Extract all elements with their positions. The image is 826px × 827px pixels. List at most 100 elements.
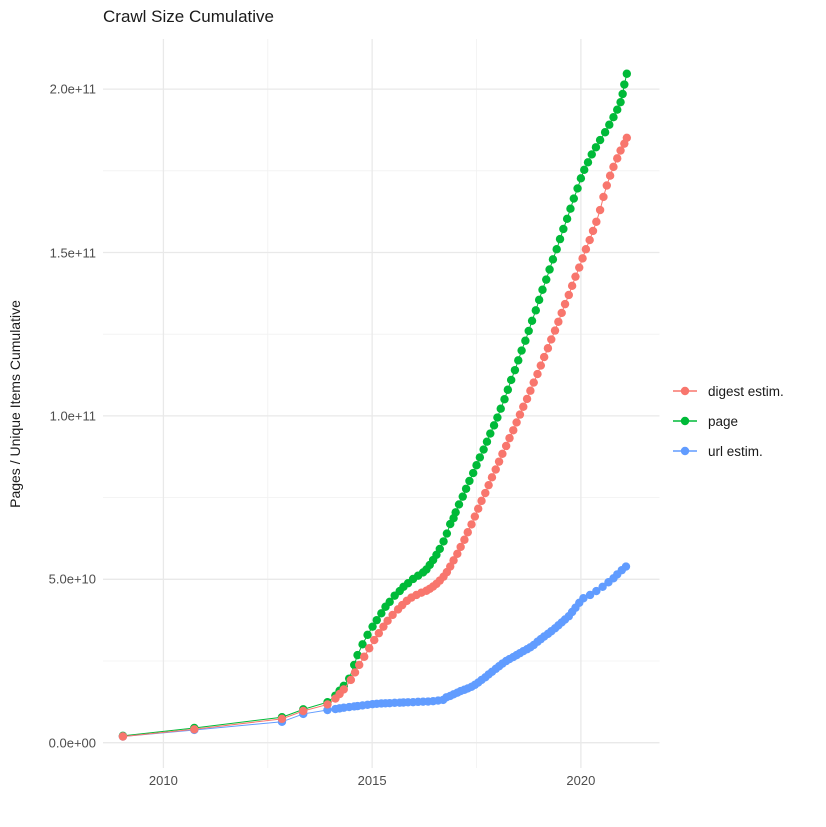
- data-point-digest-estim: [526, 386, 535, 395]
- data-point-digest-estim: [446, 562, 455, 571]
- data-point-page: [500, 395, 509, 404]
- data-point-page: [555, 234, 565, 244]
- data-point-digest-estim: [599, 192, 608, 202]
- data-point-page: [622, 69, 632, 78]
- data-point-page: [531, 306, 541, 315]
- data-point-digest-estim: [554, 317, 563, 326]
- legend: digest estim. page url estim.: [672, 376, 784, 466]
- data-point-page: [454, 500, 464, 509]
- data-point-page: [576, 174, 586, 183]
- data-point-digest-estim: [592, 217, 601, 226]
- data-point-url-estim: [585, 590, 595, 600]
- data-point-digest-estim: [449, 556, 458, 565]
- y-tick-label: 2.0e+11: [49, 81, 96, 97]
- series-line-digest-estim: [122, 137, 628, 737]
- data-point-digest-estim: [277, 714, 287, 724]
- data-point-page: [566, 204, 575, 213]
- data-point-page: [479, 445, 488, 454]
- data-point-digest-estim: [536, 361, 546, 370]
- data-point-digest-estim: [539, 352, 549, 362]
- data-point-page: [368, 622, 377, 631]
- data-point-page: [552, 245, 561, 254]
- data-point-digest-estim: [494, 457, 504, 466]
- data-point-digest-estim: [512, 418, 521, 427]
- data-point-page: [377, 609, 386, 618]
- data-point-digest-estim: [501, 441, 511, 451]
- data-point-digest-estim: [456, 542, 465, 552]
- data-point-digest-estim: [388, 610, 397, 620]
- data-point-digest-estim: [550, 326, 560, 335]
- data-point-digest-estim: [543, 344, 553, 353]
- data-point-page: [600, 128, 610, 137]
- legend-label-page: page: [708, 413, 739, 429]
- chart-title: Crawl Size Cumulative: [103, 7, 274, 26]
- data-point-page: [489, 421, 499, 430]
- data-point-page: [542, 275, 551, 284]
- data-point-page: [435, 544, 444, 554]
- legend-key-digest-estim-icon: [673, 386, 697, 396]
- data-point-digest-estim: [571, 272, 580, 281]
- data-point-page: [363, 630, 372, 640]
- data-point-page: [595, 135, 605, 145]
- data-point-digest-estim: [350, 668, 360, 677]
- x-tick-label: 2010: [148, 773, 178, 788]
- series-line-url-estim: [122, 566, 627, 737]
- data-point-page: [486, 429, 495, 438]
- data-point-page: [482, 437, 492, 446]
- data-point-url-estim: [598, 582, 607, 592]
- data-point-digest-estim: [299, 706, 308, 716]
- data-point-page: [591, 143, 601, 152]
- data-point-digest-estim: [613, 154, 622, 163]
- data-point-digest-estim: [505, 433, 514, 443]
- data-point-digest-estim: [463, 528, 472, 537]
- data-point-digest-estim: [578, 254, 587, 263]
- data-point-digest-estim: [365, 644, 374, 653]
- data-point-page: [538, 285, 547, 294]
- data-point-digest-estim: [470, 512, 480, 521]
- data-point-page: [545, 265, 554, 274]
- data-point-digest-estim: [622, 133, 632, 142]
- data-point-page: [569, 194, 579, 203]
- data-point-digest-estim: [118, 732, 128, 741]
- data-point-page: [472, 461, 481, 470]
- data-point-page: [514, 356, 523, 365]
- data-point-digest-estim: [595, 205, 605, 215]
- data-point-digest-estim: [473, 504, 483, 513]
- data-point-page: [503, 385, 513, 394]
- series-url-estim: [118, 562, 631, 741]
- data-point-digest-estim: [585, 235, 594, 245]
- data-point-digest-estim: [339, 685, 348, 694]
- data-point-url-estim: [592, 586, 601, 596]
- data-point-page: [620, 80, 629, 89]
- data-point-digest-estim: [379, 622, 388, 631]
- data-point-page: [573, 184, 582, 193]
- data-point-digest-estim: [190, 725, 199, 734]
- data-point-digest-estim: [460, 535, 469, 544]
- x-tick-label: 2015: [357, 773, 387, 788]
- data-point-digest-estim: [522, 394, 532, 404]
- data-point-page: [534, 295, 544, 305]
- data-point-digest-estim: [484, 480, 493, 490]
- data-point-digest-estim: [383, 616, 392, 626]
- data-point-page: [583, 158, 593, 167]
- data-point-page: [517, 346, 526, 355]
- data-point-page: [527, 316, 537, 326]
- data-point-page: [605, 120, 614, 129]
- data-point-digest-estim: [515, 410, 525, 419]
- data-point-page: [496, 404, 505, 413]
- data-point-page: [506, 375, 516, 385]
- data-point-page: [468, 468, 478, 478]
- y-tick-label: 5.0e+10: [48, 571, 96, 587]
- data-point-digest-estim: [453, 549, 462, 559]
- data-point-page: [618, 89, 627, 99]
- data-point-page: [493, 413, 502, 422]
- data-point-digest-estim: [602, 181, 611, 190]
- data-point-page: [461, 484, 471, 493]
- data-point-digest-estim: [481, 488, 490, 498]
- data-point-page: [439, 537, 448, 546]
- data-point-url-estim: [579, 594, 588, 603]
- data-point-page: [385, 597, 394, 607]
- data-point-digest-estim: [323, 700, 332, 709]
- data-point-page: [521, 336, 530, 345]
